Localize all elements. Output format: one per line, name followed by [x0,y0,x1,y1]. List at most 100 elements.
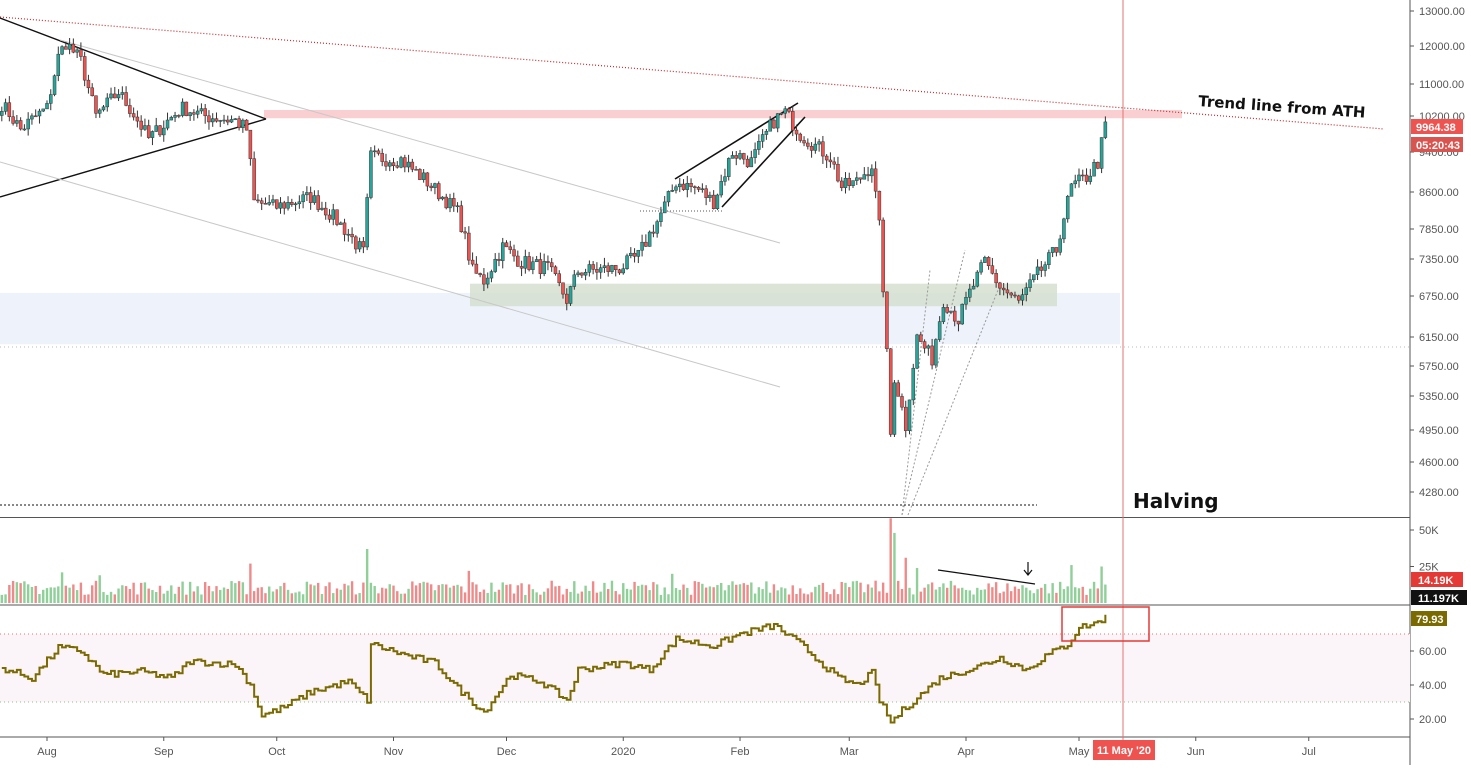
volume-bar [486,592,489,603]
volume-bar [501,582,504,603]
candle-body [361,241,366,248]
candle [655,219,659,238]
candle-body [226,119,230,123]
candle [342,218,347,242]
candle-body [723,176,727,182]
candle [482,268,486,292]
volume-bar [655,584,659,603]
volume-bar [494,591,497,603]
volume-bar [802,593,806,603]
candle-body [602,265,607,269]
candle-body [7,102,12,117]
candle-body [173,115,177,118]
candle [79,42,83,61]
date-tick-label: Mar [840,746,859,758]
candle-body [222,119,226,122]
candle [941,303,946,325]
volume-bar [915,567,919,603]
candle-body [433,183,437,188]
candle [45,100,49,110]
volume-bar [531,589,535,603]
volume-bar [207,585,211,603]
candle-body [440,196,445,200]
volume-bar [497,589,501,603]
candle [290,198,294,207]
candle-body [775,113,780,129]
candle-body [478,273,482,276]
rsi-highlight-box [1061,606,1150,642]
candle [1062,217,1066,244]
candle-body [689,183,693,187]
candle-body [482,274,486,285]
candle-body [926,345,931,349]
candle-body [452,198,456,207]
candle [120,86,125,100]
volume-bar [874,580,877,603]
candle [926,344,931,356]
volume-bar [369,582,373,603]
candle-body [425,172,430,187]
candle-body [71,43,76,53]
candle [666,190,671,207]
candle-body [606,265,610,272]
volume-bar [301,594,305,603]
candle [888,348,893,437]
volume-bar [900,589,904,603]
candle-body [188,112,192,117]
candle-body [738,153,742,159]
volume-bar [576,593,580,603]
volume-bar [279,586,282,603]
volume-bar [535,592,538,603]
candle-body [561,282,565,295]
candle-body [94,95,98,114]
countdown-value: 05:20:43 [1416,140,1460,152]
candle-body [86,79,91,89]
candle-body [327,214,332,220]
candle [248,129,253,166]
candle-body [316,195,320,210]
candle [708,191,712,202]
volume-bar [460,586,463,603]
price-tick-label: 6150.00 [1419,332,1459,344]
candle-body [851,180,855,186]
candle [726,157,731,181]
candle-body [855,177,859,181]
candle-body [143,125,147,130]
volume-bar [708,586,712,603]
price-tick-label: 5350.00 [1419,391,1459,403]
price-tick-label: 13000.00 [1419,6,1465,18]
candle [546,255,550,271]
volume-bar [256,587,260,603]
candle [775,113,780,133]
candle-body [968,288,972,298]
date-tick-label: May [1069,746,1090,758]
candle-body [858,177,863,180]
candle-body [674,186,678,191]
volume-bar [305,581,309,603]
volume-bar [49,587,52,603]
candle [267,195,271,206]
candle [745,155,750,168]
candle [233,118,238,121]
candle [195,105,200,119]
candle [308,186,313,210]
candle-body [896,382,900,397]
candle [429,182,433,192]
volume-bar [667,594,670,603]
volume-bar [102,592,105,603]
candle [489,269,494,283]
volume-bar [388,584,391,603]
volume-bar [226,588,229,603]
arrow-down-icon [1023,562,1033,576]
candle-body [139,120,143,130]
candle-body [1081,174,1085,177]
volume-bar [381,587,384,603]
candle [602,257,607,273]
candle [534,255,539,263]
candle [1073,174,1077,189]
candle-body [421,172,426,180]
volume-bar [19,583,22,603]
candle [463,226,467,240]
volume-bar [203,582,207,603]
candle-body [56,53,61,77]
